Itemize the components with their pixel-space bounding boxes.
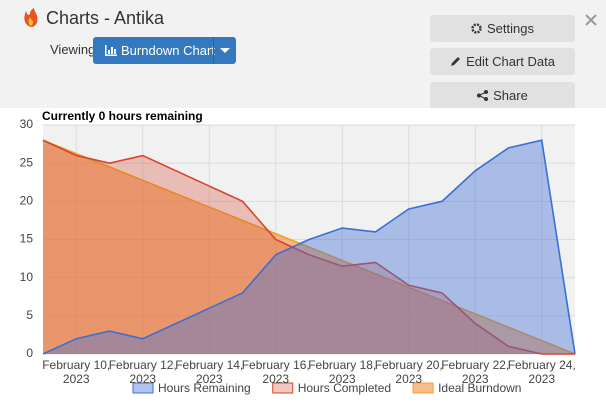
pencil-icon (451, 57, 461, 66)
chart: Currently 0 hours remaining 0 5 10 15 20 25 30… (20, 109, 576, 395)
y-tick-label: 15 (20, 232, 34, 246)
legend-swatch (412, 382, 434, 394)
legend-label: Hours Remaining (158, 381, 251, 395)
chart-select[interactable]: Burndown Chart (93, 37, 236, 64)
series-line (42, 139, 576, 355)
y-tick-label: 10 (20, 270, 34, 284)
settings-label: Settings (487, 21, 534, 36)
y-tick-label: 25 (20, 155, 34, 169)
gear-icon (471, 23, 482, 34)
logo (24, 8, 38, 27)
legend-swatch (132, 382, 154, 394)
caret[interactable] (220, 48, 230, 54)
x-tick-label: February 20, 2023 (374, 358, 443, 386)
y-tick-label: 0 (26, 346, 33, 360)
legend-swatch (272, 382, 294, 394)
edit-button[interactable]: Edit Chart Data (430, 48, 575, 75)
edit-label: Edit Chart Data (466, 54, 555, 69)
legend-label: Hours Completed (298, 381, 391, 395)
x-tick-label: February 24, 2023 (507, 358, 576, 386)
app-title: Charts - Antika (46, 8, 165, 28)
x-tick-label: February 22, 2023 (441, 358, 510, 386)
viewing-label: Viewing (50, 42, 96, 57)
series-area (43, 140, 575, 354)
chart-title: Currently 0 hours remaining (42, 109, 203, 123)
chart-select-label: Burndown Chart (121, 43, 215, 58)
share-label: Share (493, 88, 528, 103)
series-area (43, 140, 575, 354)
x-tick-label: February 14, 2023 (175, 358, 244, 386)
bar-icon (105, 45, 117, 56)
series-line (42, 139, 576, 355)
x-tick-label: February 16, 2023 (241, 358, 310, 386)
settings-button[interactable]: Settings (430, 15, 575, 42)
x-tick-label: February 12, 2023 (108, 358, 177, 386)
divider (213, 37, 214, 64)
y-tick-label: 5 (26, 308, 33, 322)
share-button[interactable]: Share (430, 82, 575, 109)
y-tick-label: 30 (20, 117, 34, 131)
share-icon (477, 90, 489, 101)
x-tick-label: February 18, 2023 (308, 358, 377, 386)
x-tick-label: February 10, 2023 (42, 358, 111, 386)
y-tick-label: 20 (20, 194, 34, 208)
series-line (42, 139, 575, 355)
chart-panel: Currently 0 hours remaining 0 5 10 15 20 25 30… (0, 108, 606, 402)
close-button[interactable] (585, 14, 597, 26)
legend-label: Ideal Burndown (438, 381, 521, 395)
